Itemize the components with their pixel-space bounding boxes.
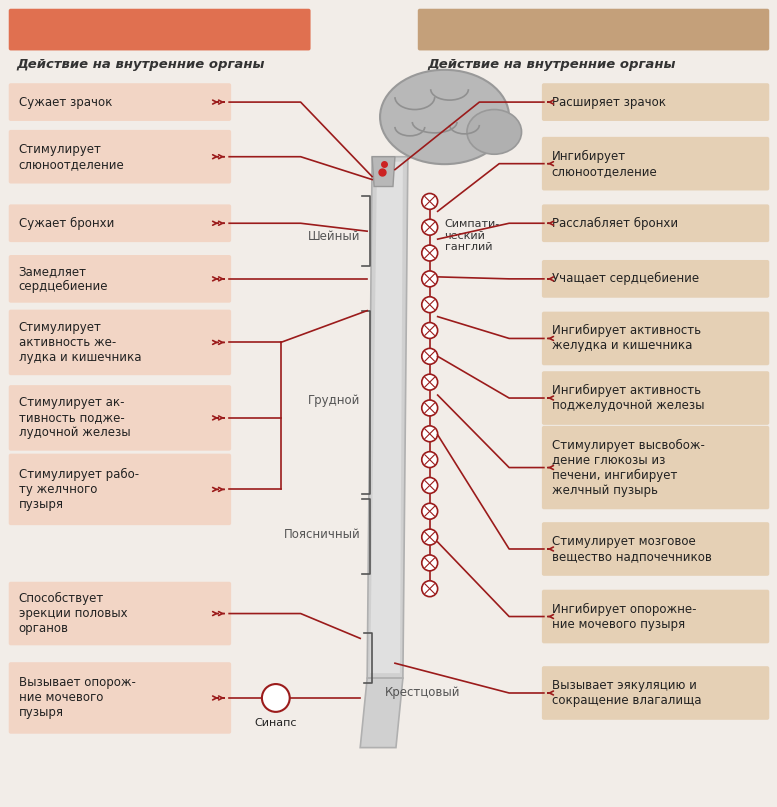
Text: Сужает бронхи: Сужает бронхи — [19, 217, 114, 230]
FancyBboxPatch shape — [9, 83, 231, 121]
FancyBboxPatch shape — [9, 310, 231, 375]
FancyBboxPatch shape — [9, 255, 231, 303]
FancyBboxPatch shape — [542, 137, 769, 190]
Text: Симпати-
ческий
ганглий: Симпати- ческий ганглий — [444, 220, 500, 253]
FancyBboxPatch shape — [9, 582, 231, 646]
FancyBboxPatch shape — [9, 204, 231, 242]
Text: Синапс: Синапс — [255, 717, 297, 728]
FancyBboxPatch shape — [542, 590, 769, 643]
Circle shape — [422, 478, 437, 493]
Text: Симпатический отдел: Симпатический отдел — [427, 25, 622, 40]
Text: Действие на внутренние органы: Действие на внутренние органы — [16, 58, 265, 71]
FancyBboxPatch shape — [542, 667, 769, 720]
Text: Вызывает эякуляцию и
сокращение влагалища: Вызывает эякуляцию и сокращение влагалищ… — [552, 679, 702, 707]
Text: Замедляет
сердцебиение: Замедляет сердцебиение — [19, 265, 108, 293]
Circle shape — [262, 684, 290, 712]
Text: Вызывает опорож-
ние мочевого
пузыря: Вызывает опорож- ние мочевого пузыря — [19, 676, 135, 720]
Text: Действие на внутренние органы: Действие на внутренние органы — [427, 58, 676, 71]
Ellipse shape — [467, 110, 521, 154]
Polygon shape — [372, 157, 395, 186]
Text: Ингибирует
слюноотделение: Ингибирует слюноотделение — [552, 149, 657, 178]
Text: Учащает сердцебиение: Учащает сердцебиение — [552, 272, 699, 286]
FancyBboxPatch shape — [542, 522, 769, 576]
FancyBboxPatch shape — [542, 371, 769, 424]
Text: Ингибирует активность
поджелудочной железы: Ингибирует активность поджелудочной желе… — [552, 384, 704, 412]
Text: Стимулирует мозговое
вещество надпочечников: Стимулирует мозговое вещество надпочечни… — [552, 535, 712, 563]
Text: Расширяет зрачок: Расширяет зрачок — [552, 95, 666, 109]
Ellipse shape — [380, 70, 509, 164]
FancyBboxPatch shape — [9, 130, 231, 183]
Text: Расслабляет бронхи: Расслабляет бронхи — [552, 217, 678, 230]
Circle shape — [422, 504, 437, 519]
Circle shape — [422, 555, 437, 571]
Circle shape — [422, 349, 437, 364]
Circle shape — [422, 245, 437, 261]
Text: Парасимпатический отдел: Парасимпатический отдел — [16, 25, 253, 40]
Circle shape — [422, 452, 437, 467]
FancyBboxPatch shape — [418, 9, 769, 51]
Circle shape — [422, 529, 437, 545]
FancyBboxPatch shape — [542, 426, 769, 509]
Text: Стимулирует
слюноотделение: Стимулирует слюноотделение — [19, 143, 124, 171]
Circle shape — [422, 426, 437, 441]
FancyBboxPatch shape — [9, 385, 231, 450]
Circle shape — [422, 400, 437, 416]
Circle shape — [422, 374, 437, 390]
Circle shape — [422, 194, 437, 209]
Circle shape — [422, 323, 437, 338]
Text: Грудной: Грудной — [308, 394, 361, 407]
Text: Способствует
эрекции половых
органов: Способствует эрекции половых органов — [19, 592, 127, 635]
FancyBboxPatch shape — [542, 260, 769, 298]
Circle shape — [422, 581, 437, 596]
Text: Стимулирует ак-
тивность поджe-
лудочной железы: Стимулирует ак- тивность поджe- лудочной… — [19, 396, 131, 439]
Text: Ингибирует опорожне-
ние мочевого пузыря: Ингибирует опорожне- ние мочевого пузыря — [552, 603, 696, 630]
Text: Крестцовый: Крестцовый — [385, 687, 461, 700]
Text: Поясничный: Поясничный — [284, 528, 361, 541]
Polygon shape — [368, 157, 408, 678]
Text: Ингибирует активность
желудка и кишечника: Ингибирует активность желудка и кишечник… — [552, 324, 701, 353]
Circle shape — [422, 271, 437, 286]
FancyBboxPatch shape — [542, 204, 769, 242]
Text: Стимулирует высвобож-
дение глюкозы из
печени, ингибирует
желчный пузырь: Стимулирует высвобож- дение глюкозы из п… — [552, 438, 705, 496]
Polygon shape — [370, 161, 403, 673]
Circle shape — [422, 220, 437, 235]
FancyBboxPatch shape — [542, 83, 769, 121]
Text: Стимулирует
активность же-
лудка и кишечника: Стимулирует активность же- лудка и кишеч… — [19, 321, 141, 364]
FancyBboxPatch shape — [9, 454, 231, 525]
FancyBboxPatch shape — [542, 312, 769, 366]
Text: Сужает зрачок: Сужает зрачок — [19, 95, 112, 109]
Circle shape — [422, 297, 437, 312]
Text: Шейный: Шейный — [308, 230, 361, 243]
FancyBboxPatch shape — [9, 9, 311, 51]
Text: Стимулирует рабо-
ту желчного
пузыря: Стимулирует рабо- ту желчного пузыря — [19, 468, 139, 511]
Polygon shape — [361, 678, 403, 747]
FancyBboxPatch shape — [9, 663, 231, 734]
